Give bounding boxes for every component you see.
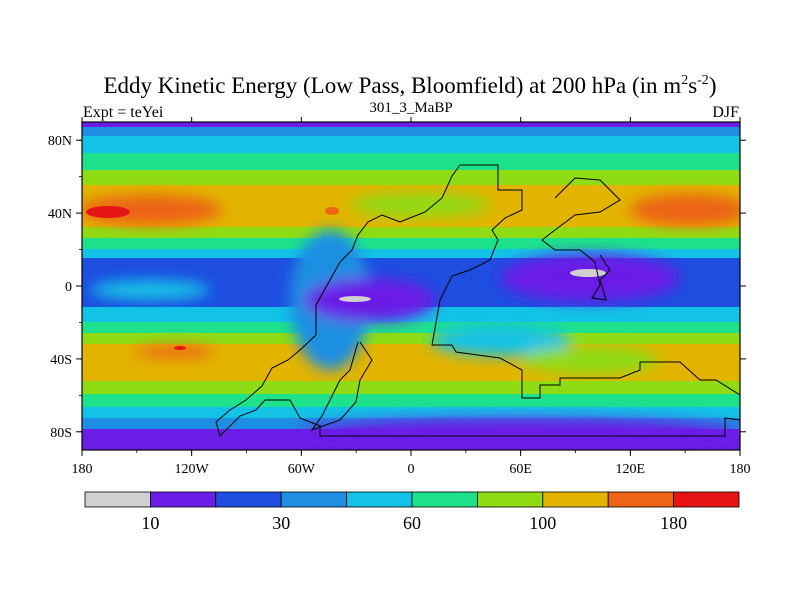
colorbar-bin-2 xyxy=(215,491,282,508)
field-features xyxy=(82,193,740,446)
sa-minimum-gray xyxy=(339,296,371,302)
colorbar-label-0: 10 xyxy=(141,513,159,533)
band-south-high xyxy=(82,381,740,395)
map-axes: 180 120W 60W 0 60E 120E 180 80N 40N 0 40S 80S xyxy=(48,117,751,477)
coastline-outline-africa xyxy=(310,341,373,432)
east-pacific-cyan xyxy=(90,280,210,300)
band-polar-north xyxy=(82,122,740,128)
band-north-high xyxy=(82,127,740,137)
indian-ocean-low-purple xyxy=(500,254,680,302)
y-tick-label-4: 80S xyxy=(50,426,72,441)
band-south-cyan xyxy=(82,407,740,419)
colorbar-bin-6 xyxy=(476,491,544,508)
experiment-label: Expt = teYei xyxy=(83,104,164,121)
southern-ocean-yellowgreen xyxy=(520,346,660,374)
south-pacific-jet-orange xyxy=(135,346,215,358)
south-pacific-red-spot xyxy=(174,346,186,350)
colorbar-bin-4 xyxy=(346,491,413,508)
band-south-subtrop xyxy=(82,322,740,334)
colorbar-label-1: 30 xyxy=(272,513,290,533)
y-tick-label-3: 40S xyxy=(50,353,72,368)
colorbar-label-2: 60 xyxy=(403,513,421,533)
season-label: DJF xyxy=(712,104,739,121)
x-tick-label-1: 120W xyxy=(175,462,210,477)
coastline-outline-asia xyxy=(541,177,621,301)
colorbar-bin-5 xyxy=(411,491,478,508)
colorbar-bin-3 xyxy=(280,491,348,508)
asia-jet-green-dip xyxy=(350,193,490,217)
atlantic-jet-core-red xyxy=(86,206,130,218)
band-north-subtrop xyxy=(82,238,740,250)
band-south-green xyxy=(82,394,740,408)
band-north-cyan xyxy=(82,136,740,154)
band-north-sub xyxy=(82,227,740,239)
band-north-yellowgreen xyxy=(82,170,740,186)
chart-title: Eddy Kinetic Energy (Low Pass, Bloomfiel… xyxy=(104,73,717,98)
band-north-trop xyxy=(82,249,740,259)
asia-orange-spot xyxy=(325,207,339,215)
south-atlantic-cyan xyxy=(430,324,570,356)
colorbar: 10 30 60 100 180 xyxy=(84,491,740,533)
x-tick-label-0: 180 xyxy=(72,462,93,477)
coastline-outline xyxy=(215,164,740,437)
colorbar-bin-8 xyxy=(607,491,675,508)
colorbar-bin-1 xyxy=(149,491,217,508)
colorbar-bin-0 xyxy=(84,491,151,508)
x-tick-label-3: 0 xyxy=(408,462,415,477)
colorbar-bin-9 xyxy=(673,491,740,508)
north-atlantic-jet-orange xyxy=(82,195,222,225)
io-minimum-gray xyxy=(570,269,606,277)
x-tick-label-2: 60W xyxy=(288,462,316,477)
antarctic-purple-extension xyxy=(300,418,740,446)
band-south-sub xyxy=(82,333,740,345)
colorbar-label-4: 180 xyxy=(660,513,687,533)
heatmap-field xyxy=(82,122,740,450)
x-tick-label-6: 180 xyxy=(730,462,751,477)
y-tick-label-2: 0 xyxy=(65,280,72,295)
y-tick-label-0: 80N xyxy=(48,134,72,149)
north-pacific-jet-orange xyxy=(630,194,740,226)
band-north-green xyxy=(82,153,740,171)
chart-subtitle: 301_3_MaBP xyxy=(369,100,452,116)
y-tick-label-1: 40N xyxy=(48,207,72,222)
colorbar-label-3: 100 xyxy=(529,513,556,533)
colorbar-bin-7 xyxy=(542,491,609,508)
x-tick-label-4: 60E xyxy=(509,462,532,477)
x-tick-label-5: 120E xyxy=(616,462,646,477)
